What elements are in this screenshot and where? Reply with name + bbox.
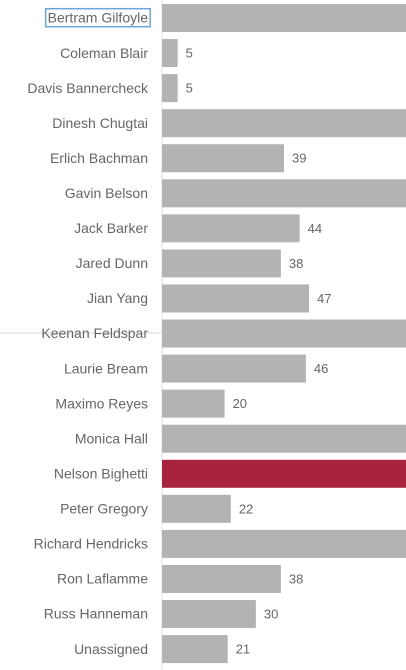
bar: [162, 354, 306, 383]
bar: [162, 109, 406, 138]
bar: [162, 4, 406, 32]
value-label: 21: [236, 642, 250, 657]
category-label: Unassigned: [74, 641, 148, 657]
value-label: 5: [186, 81, 193, 96]
category-label: Jack Barker: [74, 220, 148, 236]
bar: [162, 284, 310, 313]
bar: [162, 529, 406, 558]
value-label: 20: [233, 396, 247, 411]
bar: [162, 600, 256, 629]
value-label: 39: [292, 151, 306, 166]
category-label: Maximo Reyes: [55, 395, 148, 411]
bar: [162, 389, 225, 418]
category-label: Coleman Blair: [60, 45, 148, 61]
category-label: Peter Gregory: [60, 501, 148, 517]
value-label: 5: [186, 45, 193, 60]
bar: [162, 494, 231, 523]
value-label: 30: [264, 606, 278, 621]
bar: [162, 39, 178, 68]
bar: [162, 214, 300, 243]
value-label: 44: [308, 221, 322, 236]
bar: [162, 635, 228, 664]
bar: [162, 564, 281, 593]
category-label: Jared Dunn: [76, 255, 148, 271]
bar: [162, 179, 406, 208]
value-label: 38: [289, 256, 303, 271]
category-label: Richard Hendricks: [34, 536, 148, 552]
bar: [162, 74, 178, 103]
category-label: Keenan Feldspar: [41, 325, 148, 341]
category-label: Erlich Bachman: [50, 150, 148, 166]
category-label: Nelson Bighetti: [54, 465, 148, 481]
bar: [162, 424, 406, 453]
bar: [162, 144, 284, 173]
bar: [162, 249, 281, 278]
category-label: Dinesh Chugtai: [52, 115, 148, 131]
bar: [162, 459, 406, 488]
category-label: Jian Yang: [87, 290, 148, 306]
category-label: Russ Hanneman: [44, 606, 148, 622]
category-label: Davis Bannercheck: [27, 80, 149, 96]
value-label: 46: [314, 361, 328, 376]
plot-area: 855585398544384785462085852285383021: [162, 4, 406, 664]
category-label: Gavin Belson: [65, 185, 148, 201]
category-label: Laurie Bream: [64, 360, 148, 376]
value-label: 22: [239, 501, 253, 516]
category-label: Monica Hall: [75, 430, 148, 446]
bar: [162, 319, 406, 348]
value-label: 47: [317, 291, 331, 306]
category-label: Bertram Gilfoyle: [48, 10, 149, 26]
selection-box: [44, 7, 151, 28]
category-label: Ron Laflamme: [57, 571, 148, 587]
value-label: 38: [289, 571, 303, 586]
